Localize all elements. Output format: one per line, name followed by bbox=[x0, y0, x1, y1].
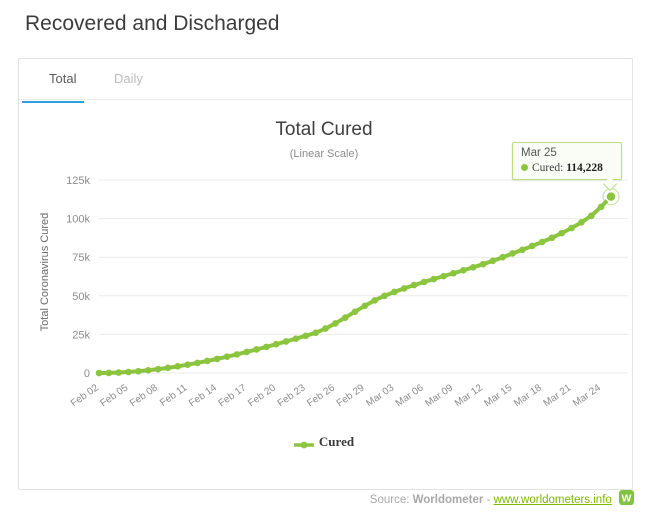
svg-text:W: W bbox=[622, 492, 632, 504]
svg-text:Feb 23: Feb 23 bbox=[276, 382, 308, 409]
svg-text:125k: 125k bbox=[66, 175, 90, 187]
svg-text:Feb 02: Feb 02 bbox=[69, 382, 101, 409]
svg-text:50k: 50k bbox=[72, 291, 90, 303]
svg-text:Feb 05: Feb 05 bbox=[98, 382, 130, 409]
svg-text:Feb 26: Feb 26 bbox=[305, 382, 337, 409]
svg-text:Feb 17: Feb 17 bbox=[217, 382, 249, 409]
svg-text:Mar 21: Mar 21 bbox=[542, 382, 574, 409]
svg-text:100k: 100k bbox=[66, 214, 90, 226]
svg-text:Feb 08: Feb 08 bbox=[128, 382, 160, 409]
svg-text:75k: 75k bbox=[72, 252, 90, 264]
svg-text:Feb 29: Feb 29 bbox=[335, 382, 367, 409]
svg-text:Mar 03: Mar 03 bbox=[364, 382, 396, 409]
svg-text:0: 0 bbox=[84, 368, 90, 380]
svg-text:Mar 06: Mar 06 bbox=[394, 382, 426, 409]
svg-text:Feb 11: Feb 11 bbox=[158, 382, 190, 409]
svg-text:Mar 12: Mar 12 bbox=[453, 382, 485, 409]
svg-text:Mar 15: Mar 15 bbox=[482, 382, 514, 409]
svg-text:Mar 24: Mar 24 bbox=[571, 382, 603, 409]
svg-text:Feb 14: Feb 14 bbox=[187, 382, 219, 409]
svg-text:Feb 20: Feb 20 bbox=[246, 382, 278, 409]
svg-text:25k: 25k bbox=[72, 329, 90, 341]
svg-text:Mar 18: Mar 18 bbox=[512, 382, 544, 409]
svg-text:Mar 09: Mar 09 bbox=[423, 382, 455, 409]
